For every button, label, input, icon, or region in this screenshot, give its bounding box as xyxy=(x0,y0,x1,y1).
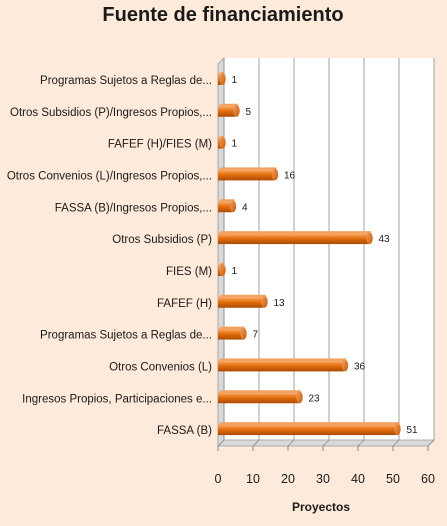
bar xyxy=(218,326,247,340)
bar-top xyxy=(218,422,400,426)
gridline-floor xyxy=(392,439,400,447)
bar xyxy=(218,135,226,149)
bar-body xyxy=(218,202,232,213)
value-label: 1 xyxy=(232,139,238,150)
gridline-floor xyxy=(322,439,330,447)
gridline-floor xyxy=(357,439,365,447)
value-label: 51 xyxy=(407,425,419,436)
bar-cap xyxy=(219,136,226,149)
bar xyxy=(218,199,237,213)
bar-cap xyxy=(261,295,268,308)
category-label: Programas Sujetos a Reglas de... xyxy=(40,75,212,87)
bar-cap xyxy=(271,168,279,181)
gridline-floor xyxy=(217,439,225,447)
category-label: FASSA (B) xyxy=(157,425,212,437)
value-label: 16 xyxy=(284,170,296,181)
bar xyxy=(218,262,226,276)
x-tick-label: 0 xyxy=(215,472,222,486)
value-label: 7 xyxy=(253,330,259,341)
x-tick-label: 40 xyxy=(351,472,365,486)
bar-body xyxy=(218,234,369,245)
x-tick-label: 60 xyxy=(421,472,435,486)
value-label: 36 xyxy=(354,361,366,372)
x-tick-label: 50 xyxy=(386,472,400,486)
bar-top xyxy=(218,167,277,171)
x-axis-title: Proyectos xyxy=(292,500,350,514)
bar xyxy=(218,390,303,404)
bar xyxy=(218,231,373,245)
bar-body xyxy=(218,170,274,181)
category-label: FAFEF (H)/FIES (M) xyxy=(108,139,212,151)
bar-cap xyxy=(240,327,247,340)
x-tick-label: 30 xyxy=(316,472,330,486)
x-tick-label: 10 xyxy=(246,472,260,486)
bar-cap xyxy=(366,232,373,245)
category-label: Otros Subsidios (P) xyxy=(112,234,212,246)
category-label: FIES (M) xyxy=(166,266,212,278)
x-tick-label: 20 xyxy=(281,472,295,486)
category-label: Otros Convenios (L) xyxy=(109,361,212,373)
category-label: Ingresos Propios, Participaciones e... xyxy=(22,393,212,405)
bar-body xyxy=(218,297,264,308)
bar xyxy=(218,71,226,85)
bar-top xyxy=(218,231,372,235)
bar-top xyxy=(218,358,347,362)
bar xyxy=(218,167,279,181)
bar-top xyxy=(218,294,267,298)
bar-top xyxy=(218,199,235,203)
value-label: 13 xyxy=(274,298,286,309)
category-label: Otros Convenios (L)/Ingresos Propios,... xyxy=(7,170,212,182)
gridlines xyxy=(217,58,435,451)
bar xyxy=(218,294,268,308)
category-labels: Programas Sujetos a Reglas de... Otros Su… xyxy=(7,75,212,437)
bar-body xyxy=(218,106,236,117)
bar-cap xyxy=(219,263,226,276)
bar xyxy=(218,422,401,436)
bars xyxy=(218,71,401,436)
bar-cap xyxy=(229,200,237,213)
plot-back-wall xyxy=(218,58,434,446)
bar-top xyxy=(218,390,302,394)
gridline-floor xyxy=(287,439,295,447)
bar-cap xyxy=(394,423,401,436)
bar-body xyxy=(218,425,397,436)
plot-area xyxy=(217,57,435,447)
category-label: FAFEF (H) xyxy=(157,298,212,310)
gridline-floor xyxy=(427,439,435,447)
chart-title: Fuente de financiamiento xyxy=(102,4,343,26)
bar-cap xyxy=(296,391,303,404)
value-label: 4 xyxy=(242,202,248,213)
x-axis-ticks: 0 10 20 30 40 50 60 xyxy=(215,472,435,486)
bar-top xyxy=(218,326,246,330)
bar xyxy=(218,358,349,372)
bar-cap xyxy=(233,104,240,117)
bar xyxy=(218,103,240,117)
gridline-floor xyxy=(252,439,260,447)
value-label: 1 xyxy=(232,266,238,277)
value-label: 23 xyxy=(309,393,321,404)
category-label: Otros Subsidios (P)/Ingresos Propios,... xyxy=(10,107,212,119)
bar-body xyxy=(218,393,299,404)
bar-body xyxy=(218,361,344,372)
category-label: Programas Sujetos a Reglas de... xyxy=(40,330,212,342)
bar-top xyxy=(218,103,239,107)
category-label: FASSA (B)/Ingresos Propios,... xyxy=(55,202,212,214)
value-label: 1 xyxy=(232,75,238,86)
bar-cap xyxy=(219,72,226,85)
value-label: 43 xyxy=(379,234,391,245)
bar-body xyxy=(218,329,243,340)
value-label: 5 xyxy=(246,107,252,118)
bar-cap xyxy=(341,359,349,372)
